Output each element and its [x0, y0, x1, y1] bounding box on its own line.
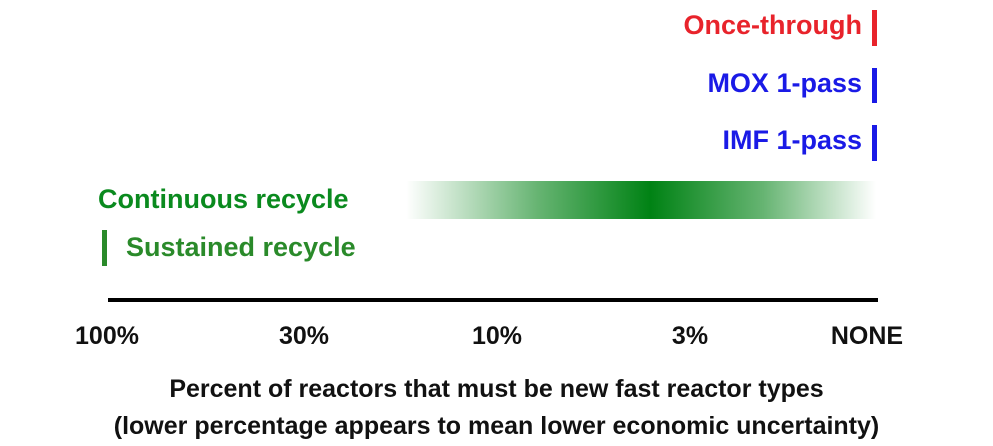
x-axis-subtitle: (lower percentage appears to mean lower …: [113, 412, 880, 440]
marker-imf-1-pass: [872, 125, 877, 161]
series-label-imf-1-pass: IMF 1-pass: [722, 125, 862, 155]
x-tick-label: NONE: [830, 322, 904, 350]
series-label-once-through: Once-through: [683, 10, 862, 40]
marker-mox-1-pass: [872, 68, 877, 103]
range-continuous-recycle: [406, 181, 876, 219]
series-label-mox-1-pass: MOX 1-pass: [707, 68, 862, 98]
series-label-continuous-recycle: Continuous recycle: [98, 184, 349, 214]
x-tick-label: 3%: [671, 322, 709, 350]
x-tick-label: 30%: [278, 322, 330, 350]
marker-once-through: [872, 10, 877, 46]
x-axis-title: Percent of reactors that must be new fas…: [169, 375, 824, 403]
marker-sustained-recycle: [102, 230, 107, 266]
x-tick-label: 10%: [471, 322, 523, 350]
x-tick-label: 100%: [75, 322, 139, 350]
x-axis-line: [108, 298, 878, 302]
series-label-sustained-recycle: Sustained recycle: [126, 232, 356, 262]
